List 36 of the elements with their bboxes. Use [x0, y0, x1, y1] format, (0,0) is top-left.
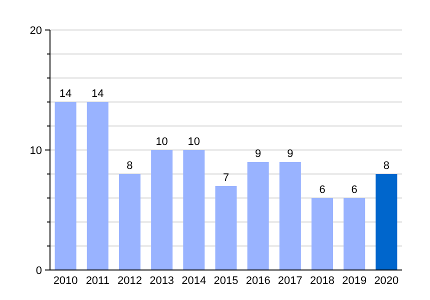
x-tick-label: 2017 — [278, 275, 302, 287]
data-label: 9 — [255, 148, 262, 160]
x-tick-label: 2018 — [310, 275, 335, 287]
data-label: 14 — [92, 88, 104, 100]
y-tick-label: 10 — [30, 144, 42, 157]
bar — [279, 162, 301, 270]
bar — [376, 174, 398, 270]
x-tick-label: 2019 — [342, 275, 367, 287]
x-tick-label: 2010 — [53, 275, 78, 287]
y-tick-label: 0 — [36, 264, 42, 277]
bar — [183, 150, 205, 270]
x-tick-label: 2014 — [182, 275, 206, 287]
data-label: 6 — [351, 184, 358, 196]
bar — [344, 198, 366, 270]
y-tick-label: 20 — [30, 24, 42, 37]
data-label: 8 — [126, 160, 133, 172]
bar — [312, 198, 334, 270]
bar — [86, 102, 108, 270]
bar — [247, 162, 269, 270]
x-tick-label: 2015 — [214, 275, 238, 287]
data-label: 14 — [59, 88, 72, 100]
x-tick-label: 2013 — [150, 275, 174, 287]
data-label: 7 — [222, 172, 230, 184]
bar — [54, 102, 76, 270]
data-label: 6 — [319, 184, 326, 196]
data-label: 10 — [188, 136, 200, 148]
x-tick-label: 2020 — [374, 275, 399, 287]
bar — [151, 150, 173, 270]
data-label: 9 — [287, 148, 294, 160]
x-tick-label: 2012 — [117, 275, 142, 287]
x-tick-label: 2011 — [86, 275, 110, 287]
data-label: 8 — [383, 160, 390, 172]
data-label: 10 — [156, 136, 168, 148]
bar — [118, 174, 140, 270]
bar — [215, 186, 237, 270]
x-tick-label: 2016 — [246, 275, 270, 287]
